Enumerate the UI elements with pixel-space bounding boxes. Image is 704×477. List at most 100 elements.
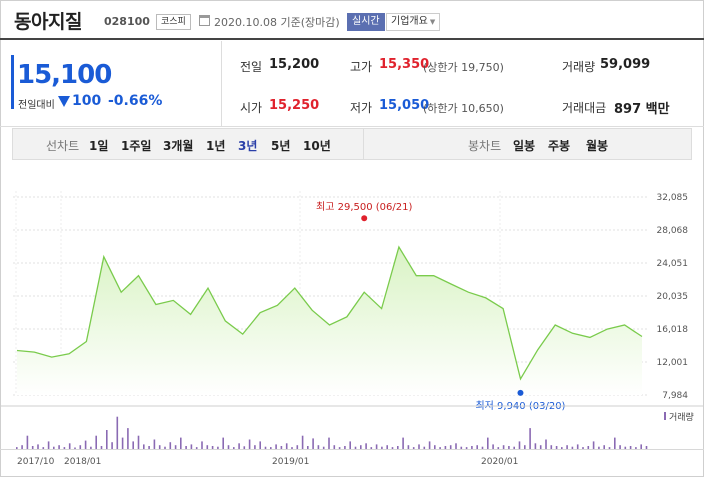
volume-bar [233, 447, 235, 449]
volume-bar [132, 441, 134, 449]
price-chart[interactable]: 32,085 28,068 24,051 20,035 16,018 12,001 7,98… [0, 175, 704, 477]
stock-code: 028100 [104, 15, 150, 28]
low-label: 저가 [350, 101, 373, 115]
high-label: 고가 [350, 60, 373, 74]
amount-label: 거래대금 [562, 101, 607, 115]
volume-bar [566, 445, 568, 449]
volume-bar [174, 445, 177, 449]
volume-bar [492, 444, 494, 449]
volume-bar [201, 441, 203, 449]
candle-daily[interactable]: 일봉 [513, 139, 536, 153]
y-tick-label: 28,068 [657, 226, 689, 236]
price-line [16, 245, 643, 381]
candle-chart-title: 봉차트 [468, 139, 502, 153]
change-percent: -0.66% [108, 93, 163, 109]
volume-bar [640, 444, 642, 449]
volume-bar [106, 430, 108, 449]
volume-bar [143, 444, 145, 449]
volume-bar [90, 446, 92, 449]
volume-bar [227, 445, 230, 449]
volume-bar [465, 447, 468, 449]
volume-bar [185, 446, 187, 449]
volume-bar [598, 446, 600, 449]
volume-bar [21, 445, 23, 449]
candle-monthly[interactable]: 월봉 [586, 139, 609, 153]
lower-limit: (하한가 10,650) [423, 102, 504, 115]
volume-bar [37, 444, 39, 449]
volume-bar [534, 443, 537, 449]
price-accent-bar [11, 55, 14, 109]
y-tick-label: 32,085 [657, 193, 689, 203]
volume-bar [344, 446, 346, 449]
y-tick-label: 16,018 [657, 325, 689, 335]
volume-bar [322, 446, 325, 449]
period-1d[interactable]: 1일 [89, 139, 109, 153]
volume-bar [360, 445, 362, 449]
y-tick-label: 12,001 [657, 358, 689, 368]
volume-bar [444, 446, 447, 449]
prev-close-value: 15,200 [269, 57, 320, 72]
volume-value: 59,099 [600, 57, 651, 72]
volume-bar [645, 446, 648, 449]
period-10y[interactable]: 10년 [303, 139, 331, 153]
volume-bar [402, 437, 404, 449]
open-label: 시가 [240, 101, 263, 115]
high-value: 15,350 [379, 57, 430, 72]
volume-bar [238, 443, 240, 449]
volume-bar [460, 446, 463, 449]
x-tick-label: 2020/01 [481, 457, 518, 467]
volume-bar [619, 445, 621, 449]
volume-bar [412, 447, 415, 449]
open-value: 15,250 [269, 98, 320, 113]
upper-limit: (상한가 19,750) [423, 61, 504, 74]
volume-bar [280, 446, 283, 449]
company-info-label: 기업개요 [391, 16, 428, 27]
volume-bar [397, 446, 399, 449]
period-3y[interactable]: 3년 [238, 139, 258, 153]
volume-bar [391, 447, 394, 449]
volume-bar [127, 428, 129, 449]
period-1w[interactable]: 1주일 [121, 139, 152, 153]
volume-bar [153, 439, 156, 449]
period-1y[interactable]: 1년 [206, 139, 226, 153]
volume-bar [333, 445, 336, 449]
volume-bar [608, 447, 611, 449]
change-value: 100 [72, 93, 102, 109]
realtime-button[interactable]: 실시간 [347, 13, 385, 31]
volume-bar [248, 439, 251, 449]
candle-weekly[interactable]: 주봉 [548, 139, 571, 153]
volume-bar [328, 437, 330, 449]
volume-bar [349, 441, 351, 449]
volume-bar [487, 437, 489, 449]
volume-bar [158, 445, 161, 449]
volume-bar [307, 446, 309, 449]
volume-bar [74, 447, 76, 449]
stock-header: 동아지질 028100 코스피 2020.10.08 기준(장마감) 실시간 기… [0, 0, 704, 40]
x-tick-label: 2019/01 [272, 457, 309, 467]
volume-bar [68, 443, 71, 449]
period-5y[interactable]: 5년 [271, 139, 291, 153]
volume-bar [121, 437, 124, 449]
volume-bar [190, 444, 193, 449]
amount-value: 897 백만 [614, 102, 670, 117]
volume-bar [116, 416, 119, 449]
company-info-dropdown[interactable]: 기업개요 ▼ [386, 13, 441, 31]
x-tick-label: 2018/01 [64, 457, 101, 467]
volume-bar [571, 446, 574, 449]
volume-bar [513, 446, 515, 449]
volume-bar [285, 443, 288, 449]
chevron-down-icon: ▼ [429, 18, 436, 26]
volume-bar [42, 447, 45, 449]
volume-bar [296, 445, 299, 449]
volume-bar [545, 439, 547, 449]
volume-bar [386, 445, 388, 449]
volume-bar [629, 446, 632, 449]
divider [221, 41, 222, 127]
volume-bar [502, 445, 505, 449]
volume-bar [539, 445, 542, 449]
volume-bar [259, 441, 261, 449]
volume-bar [407, 445, 410, 449]
volume-bar [58, 445, 60, 449]
period-3m[interactable]: 3개월 [163, 139, 194, 153]
volume-bar [555, 446, 558, 449]
